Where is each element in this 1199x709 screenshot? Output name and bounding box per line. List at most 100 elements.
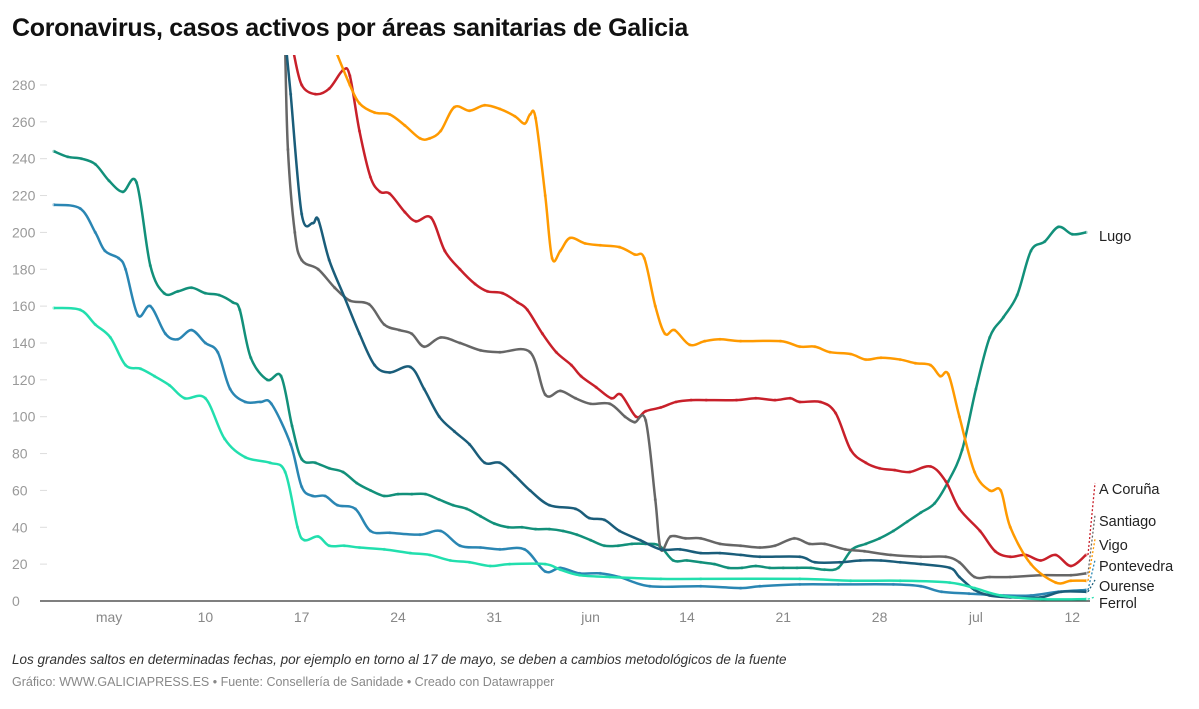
data-point-vigo bbox=[739, 339, 743, 343]
data-point-a-coruna bbox=[798, 400, 802, 404]
data-point-vigo bbox=[672, 328, 677, 332]
data-point-a-coruna bbox=[368, 175, 373, 179]
data-point-ferrol bbox=[659, 577, 663, 581]
data-point-santiago bbox=[293, 230, 297, 234]
data-point-santiago bbox=[862, 549, 867, 553]
series-line-santiago bbox=[284, 55, 1087, 580]
data-point-vigo bbox=[428, 136, 432, 141]
data-point-santiago bbox=[758, 545, 762, 550]
data-point-santiago bbox=[300, 258, 304, 262]
y-axis: 0 20 40 60 80 100 120 140 160 180 200 220 240 260 280 bbox=[12, 77, 47, 609]
data-point-a-coruna bbox=[788, 396, 792, 400]
data-point-lugo bbox=[740, 566, 744, 570]
data-point-ferrol bbox=[972, 586, 977, 590]
data-point-a-coruna bbox=[689, 398, 693, 402]
data-point-pontevedra bbox=[123, 267, 128, 271]
data-point-a-coruna bbox=[594, 385, 598, 389]
data-point-a-coruna bbox=[609, 396, 613, 400]
data-point-a-coruna bbox=[704, 398, 708, 402]
data-point-vigo bbox=[813, 345, 817, 349]
data-point-a-coruna bbox=[1069, 564, 1073, 568]
series-label-vigo: Vigo bbox=[1099, 538, 1128, 554]
label-connector-pontevedra bbox=[1087, 559, 1096, 591]
series-label-ourense: Ourense bbox=[1099, 579, 1155, 595]
data-point-a-coruna bbox=[734, 398, 739, 402]
series-label-santiago: Santiago bbox=[1099, 514, 1156, 530]
data-point-ourense bbox=[919, 562, 923, 566]
data-point-vigo bbox=[798, 345, 802, 349]
data-point-ourense bbox=[289, 92, 293, 96]
data-point-a-coruna bbox=[659, 405, 663, 410]
data-point-lugo bbox=[616, 544, 620, 548]
data-point-a-coruna bbox=[378, 190, 382, 194]
data-point-lugo bbox=[809, 566, 813, 570]
data-point-ferrol bbox=[342, 544, 346, 548]
data-point-vigo bbox=[864, 357, 868, 362]
data-point-ourense bbox=[858, 558, 862, 563]
data-point-ferrol bbox=[507, 562, 512, 566]
data-point-a-coruna bbox=[928, 464, 933, 469]
data-point-ourense bbox=[638, 538, 642, 542]
data-point-a-coruna bbox=[644, 409, 648, 413]
data-point-ferrol bbox=[849, 579, 853, 583]
data-point-lugo bbox=[190, 286, 194, 290]
x-tick-label: 10 bbox=[198, 609, 214, 625]
data-point-ferrol bbox=[408, 551, 412, 555]
label-connector-ferrol bbox=[1087, 596, 1096, 600]
data-point-a-coruna bbox=[292, 50, 295, 53]
data-point-santiago bbox=[286, 147, 290, 152]
data-point-a-coruna bbox=[818, 400, 823, 404]
x-tick-label: may bbox=[96, 609, 122, 625]
data-point-lugo bbox=[265, 378, 269, 382]
data-point-lugo bbox=[465, 507, 469, 511]
data-point-a-coruna bbox=[485, 289, 490, 293]
data-point-lugo bbox=[712, 562, 717, 566]
data-point-vigo bbox=[653, 304, 657, 308]
data-point-santiago bbox=[822, 542, 827, 546]
data-point-ourense bbox=[528, 488, 532, 493]
data-point-lugo bbox=[341, 470, 345, 474]
data-point-pontevedra bbox=[458, 544, 462, 548]
data-point-pontevedra bbox=[739, 586, 743, 590]
line-chart: 020406080100120140160180200220240260280 … bbox=[12, 50, 1174, 625]
data-point-santiago bbox=[668, 534, 673, 539]
data-point-santiago bbox=[718, 542, 722, 546]
data-point-pontevedra bbox=[190, 328, 194, 332]
data-point-ourense bbox=[311, 221, 315, 225]
data-point-lugo bbox=[217, 293, 221, 297]
data-point-lugo bbox=[300, 457, 304, 461]
data-point-lugo bbox=[66, 155, 70, 159]
data-point-santiago bbox=[528, 350, 532, 354]
data-point-ferrol bbox=[898, 579, 902, 583]
data-point-a-coruna bbox=[957, 507, 962, 511]
data-point-santiago bbox=[397, 328, 401, 332]
data-point-santiago bbox=[1008, 575, 1012, 579]
data-point-vigo bbox=[663, 332, 667, 336]
data-point-ourense bbox=[838, 560, 842, 564]
data-point-lugo bbox=[630, 542, 634, 546]
data-point-ourense bbox=[739, 553, 743, 557]
data-point-lugo bbox=[107, 179, 111, 183]
data-point-a-coruna bbox=[554, 350, 558, 354]
data-point-ourense bbox=[498, 461, 502, 465]
y-tick-label: 160 bbox=[12, 298, 36, 314]
data-point-lugo bbox=[423, 492, 428, 496]
y-tick-label: 40 bbox=[12, 519, 28, 535]
x-tick-label: 28 bbox=[872, 609, 888, 625]
data-point-vigo bbox=[543, 193, 547, 198]
data-point-ourense bbox=[342, 295, 346, 299]
data-point-vigo bbox=[1029, 562, 1033, 566]
data-point-santiago bbox=[498, 350, 502, 354]
y-tick-label: 100 bbox=[12, 409, 36, 425]
data-point-lugo bbox=[313, 461, 318, 465]
data-point-santiago bbox=[889, 553, 893, 557]
data-point-pontevedra bbox=[117, 256, 121, 260]
data-point-pontevedra bbox=[323, 494, 327, 498]
data-point-lugo bbox=[203, 291, 207, 295]
data-point-vigo bbox=[879, 356, 883, 360]
data-point-lugo bbox=[685, 558, 689, 563]
data-point-lugo bbox=[382, 494, 386, 498]
series-label-ferrol: Ferrol bbox=[1099, 596, 1137, 612]
data-point-lugo bbox=[134, 181, 139, 185]
